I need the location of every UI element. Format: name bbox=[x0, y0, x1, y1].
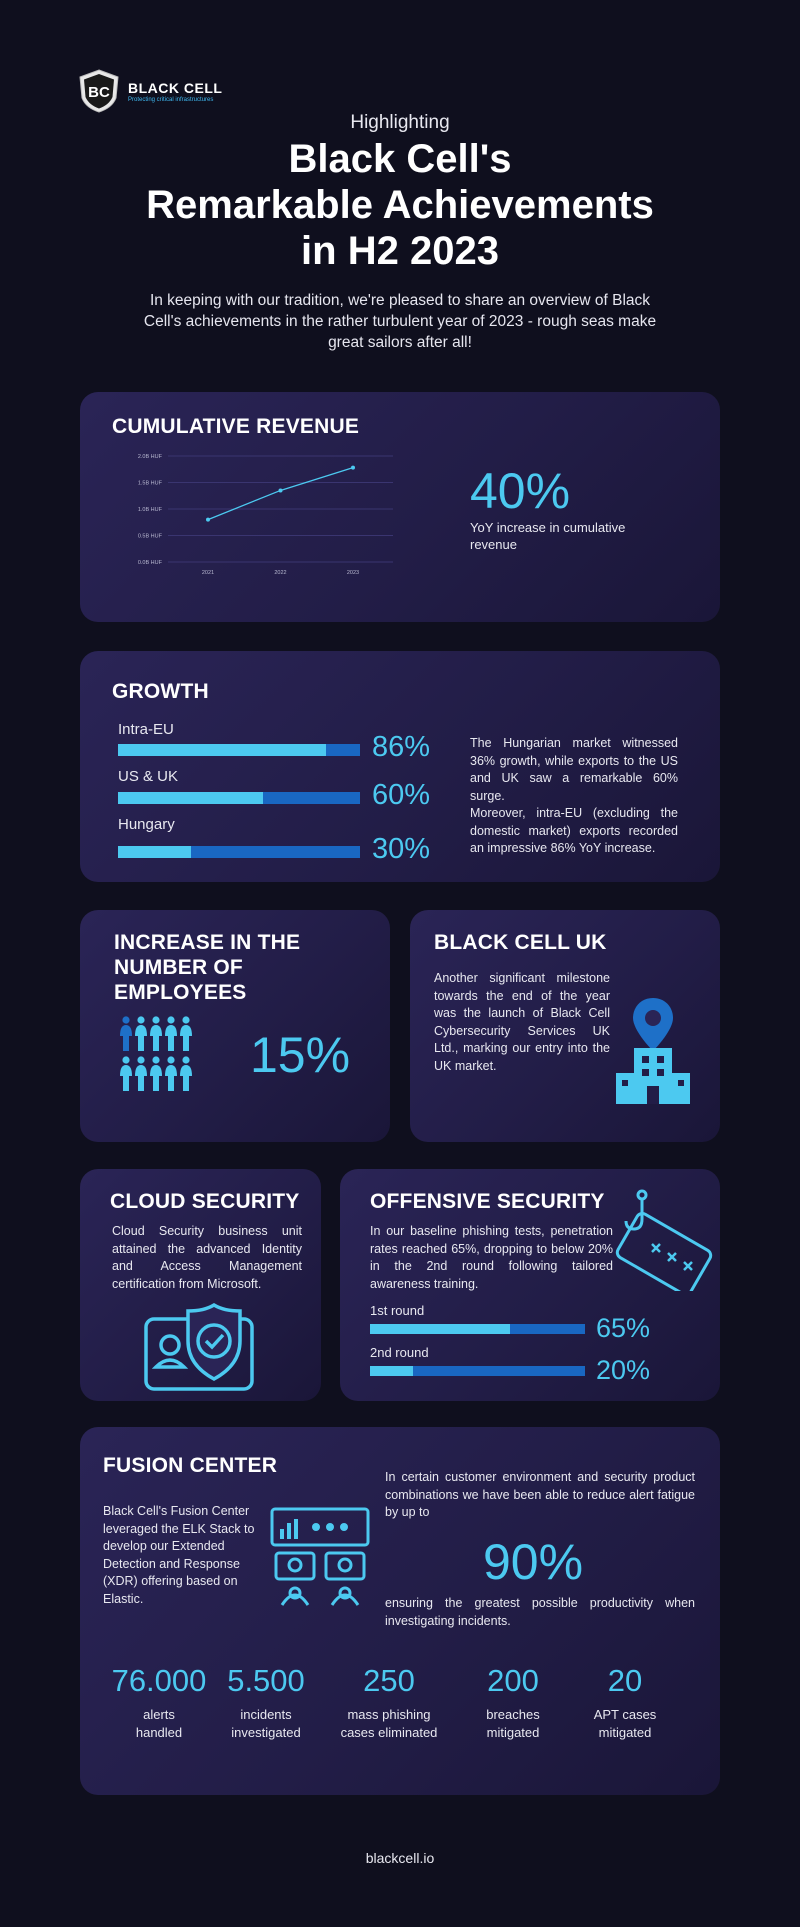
shield-logo-icon: BC bbox=[79, 69, 119, 113]
employees-stat: 15% bbox=[250, 1027, 351, 1083]
y-tick-label: 0.5B HUF bbox=[138, 534, 163, 540]
round-value-1: 65% bbox=[596, 1313, 651, 1343]
person-icon bbox=[120, 1016, 132, 1051]
employees-card: INCREASE IN THE NUMBER OF EMPLOYEES 15% bbox=[80, 910, 390, 1142]
fusion-title: FUSION CENTER bbox=[103, 1454, 278, 1477]
revenue-stat-label: YoY increase in cumulative revenue bbox=[470, 520, 626, 552]
id-card-shield-icon bbox=[144, 1302, 254, 1391]
fusion-stat-num-4: 200 bbox=[487, 1663, 539, 1698]
y-tick-label: 0.0B HUF bbox=[138, 560, 163, 566]
intro-text: In keeping with our tradition, we're ple… bbox=[143, 292, 657, 351]
y-tick-label: 2.0B HUF bbox=[138, 454, 163, 460]
brand-name: BLACK CELL bbox=[128, 79, 223, 96]
fusion-stat-num-1: 76.000 bbox=[111, 1663, 207, 1698]
round-bar-1 bbox=[370, 1324, 585, 1334]
brand-logo: BC BLACK CELL Protecting critical infras… bbox=[76, 68, 222, 114]
fusion-right-text-2: ensuring the greatest possible productiv… bbox=[385, 1596, 695, 1628]
revenue-title: CUMULATIVE REVENUE bbox=[112, 415, 360, 438]
person-icon bbox=[135, 1016, 147, 1051]
growth-bar-fill bbox=[118, 792, 264, 804]
brand-tagline: Protecting critical infrastructures bbox=[128, 96, 214, 103]
location-building-icon bbox=[616, 998, 690, 1104]
person-icon bbox=[180, 1056, 192, 1091]
round-bar-fill bbox=[370, 1366, 413, 1376]
growth-label-intra-eu: Intra-EU bbox=[118, 721, 174, 738]
cloud-title: CLOUD SECURITY bbox=[110, 1190, 300, 1213]
x-tick-label: 2022 bbox=[274, 570, 286, 576]
person-icon bbox=[135, 1056, 147, 1091]
round-label-2: 2nd round bbox=[370, 1345, 429, 1360]
x-tick-label: 2023 bbox=[347, 570, 359, 576]
person-icon bbox=[150, 1056, 162, 1091]
fusion-stat: 90% bbox=[483, 1534, 584, 1590]
fusion-card: FUSION CENTER Black Cell's Fusion Center… bbox=[80, 1427, 720, 1795]
title-line-2: Remarkable Achievements bbox=[146, 183, 654, 227]
employees-title: INCREASE IN THE NUMBER OF EMPLOYEES bbox=[114, 931, 301, 1004]
offensive-text: In our baseline phishing tests, penetrat… bbox=[370, 1224, 613, 1291]
fusion-left-text: Black Cell's Fusion Center leveraged the… bbox=[103, 1504, 255, 1606]
growth-text: The Hungarian market witnessed 36% growt… bbox=[470, 735, 678, 858]
growth-label-us-uk: US & UK bbox=[118, 768, 179, 785]
growth-bar-fill bbox=[118, 744, 327, 756]
round-value-2: 20% bbox=[596, 1355, 651, 1385]
person-icon bbox=[120, 1056, 132, 1091]
y-tick-label: 1.5B HUF bbox=[138, 481, 163, 487]
growth-bar-intra-eu bbox=[118, 744, 360, 756]
data-point bbox=[351, 465, 355, 470]
fusion-stat-label-3: mass phishing cases eliminated bbox=[340, 1707, 438, 1740]
person-icon bbox=[150, 1016, 162, 1051]
uk-title: BLACK CELL UK bbox=[434, 931, 607, 954]
growth-label-hungary: Hungary bbox=[118, 816, 175, 833]
growth-bar-us-uk bbox=[118, 792, 360, 804]
revenue-card: CUMULATIVE REVENUE 0.0B HUF 0.5B HUF 1.0B … bbox=[80, 392, 720, 622]
offensive-card: OFFENSIVE SECURITY In our baseline phish… bbox=[340, 1169, 720, 1401]
title-line-3: in H2 2023 bbox=[301, 229, 499, 273]
round-label-1: 1st round bbox=[370, 1303, 425, 1318]
people-group-icon bbox=[120, 1016, 192, 1091]
growth-text-2: Moreover, intra-EU (excluding the domest… bbox=[470, 806, 678, 855]
fusion-stat-label-5: APT cases mitigated bbox=[593, 1707, 657, 1740]
fusion-stat-num-2: 5.500 bbox=[227, 1663, 305, 1698]
title-line-1: Black Cell's bbox=[288, 137, 512, 181]
fusion-stat-label-2: incidents investigated bbox=[231, 1707, 301, 1740]
series-line bbox=[207, 467, 354, 521]
offensive-title: OFFENSIVE SECURITY bbox=[370, 1190, 605, 1213]
data-point bbox=[206, 517, 210, 522]
fusion-stat-label-4: breaches mitigated bbox=[486, 1707, 540, 1740]
round-bar-2 bbox=[370, 1366, 585, 1376]
header-kicker: Highlighting bbox=[350, 112, 450, 133]
cloud-text: Cloud Security business unit attained th… bbox=[112, 1224, 302, 1291]
soc-operators-icon bbox=[270, 1507, 370, 1606]
footer-link[interactable]: blackcell.io bbox=[365, 1850, 435, 1866]
uk-card: BLACK CELL UK Another significant milest… bbox=[410, 910, 720, 1142]
growth-bar-hungary bbox=[118, 846, 360, 858]
x-tick-label: 2021 bbox=[202, 570, 214, 576]
cloud-card: CLOUD SECURITY Cloud Security business u… bbox=[80, 1169, 321, 1401]
person-icon bbox=[165, 1056, 177, 1091]
fusion-stat-num-3: 250 bbox=[363, 1663, 415, 1698]
revenue-stat: 40% bbox=[470, 463, 571, 519]
growth-title: GROWTH bbox=[112, 680, 209, 703]
y-tick-label: 1.0B HUF bbox=[138, 507, 163, 513]
growth-card: GROWTH Intra-EU 86% US & UK 60% Hungary … bbox=[80, 651, 720, 882]
page-title: Black Cell's Remarkable Achievements in … bbox=[100, 136, 700, 274]
uk-text: Another significant milestone towards th… bbox=[434, 971, 610, 1073]
revenue-line-chart: 0.0B HUF 0.5B HUF 1.0B HUF 1.5B HUF 2.0B HUF… bbox=[138, 454, 393, 576]
logo-monogram: BC bbox=[88, 84, 110, 101]
person-icon bbox=[165, 1016, 177, 1051]
phishing-card-icon bbox=[615, 1189, 713, 1291]
growth-text-1: The Hungarian market witnessed 36% growt… bbox=[470, 736, 678, 803]
growth-value-us-uk: 60% bbox=[372, 779, 431, 811]
person-icon bbox=[180, 1016, 192, 1051]
data-point bbox=[278, 488, 283, 493]
fusion-stat-num-5: 20 bbox=[607, 1663, 643, 1698]
fusion-right-text-1: In certain customer environment and secu… bbox=[385, 1470, 695, 1519]
growth-value-hungary: 30% bbox=[372, 833, 431, 865]
fusion-stat-label-1: alerts handled bbox=[135, 1707, 183, 1740]
growth-bar-fill bbox=[118, 846, 191, 858]
round-bar-fill bbox=[370, 1324, 510, 1334]
growth-value-intra-eu: 86% bbox=[372, 731, 431, 763]
